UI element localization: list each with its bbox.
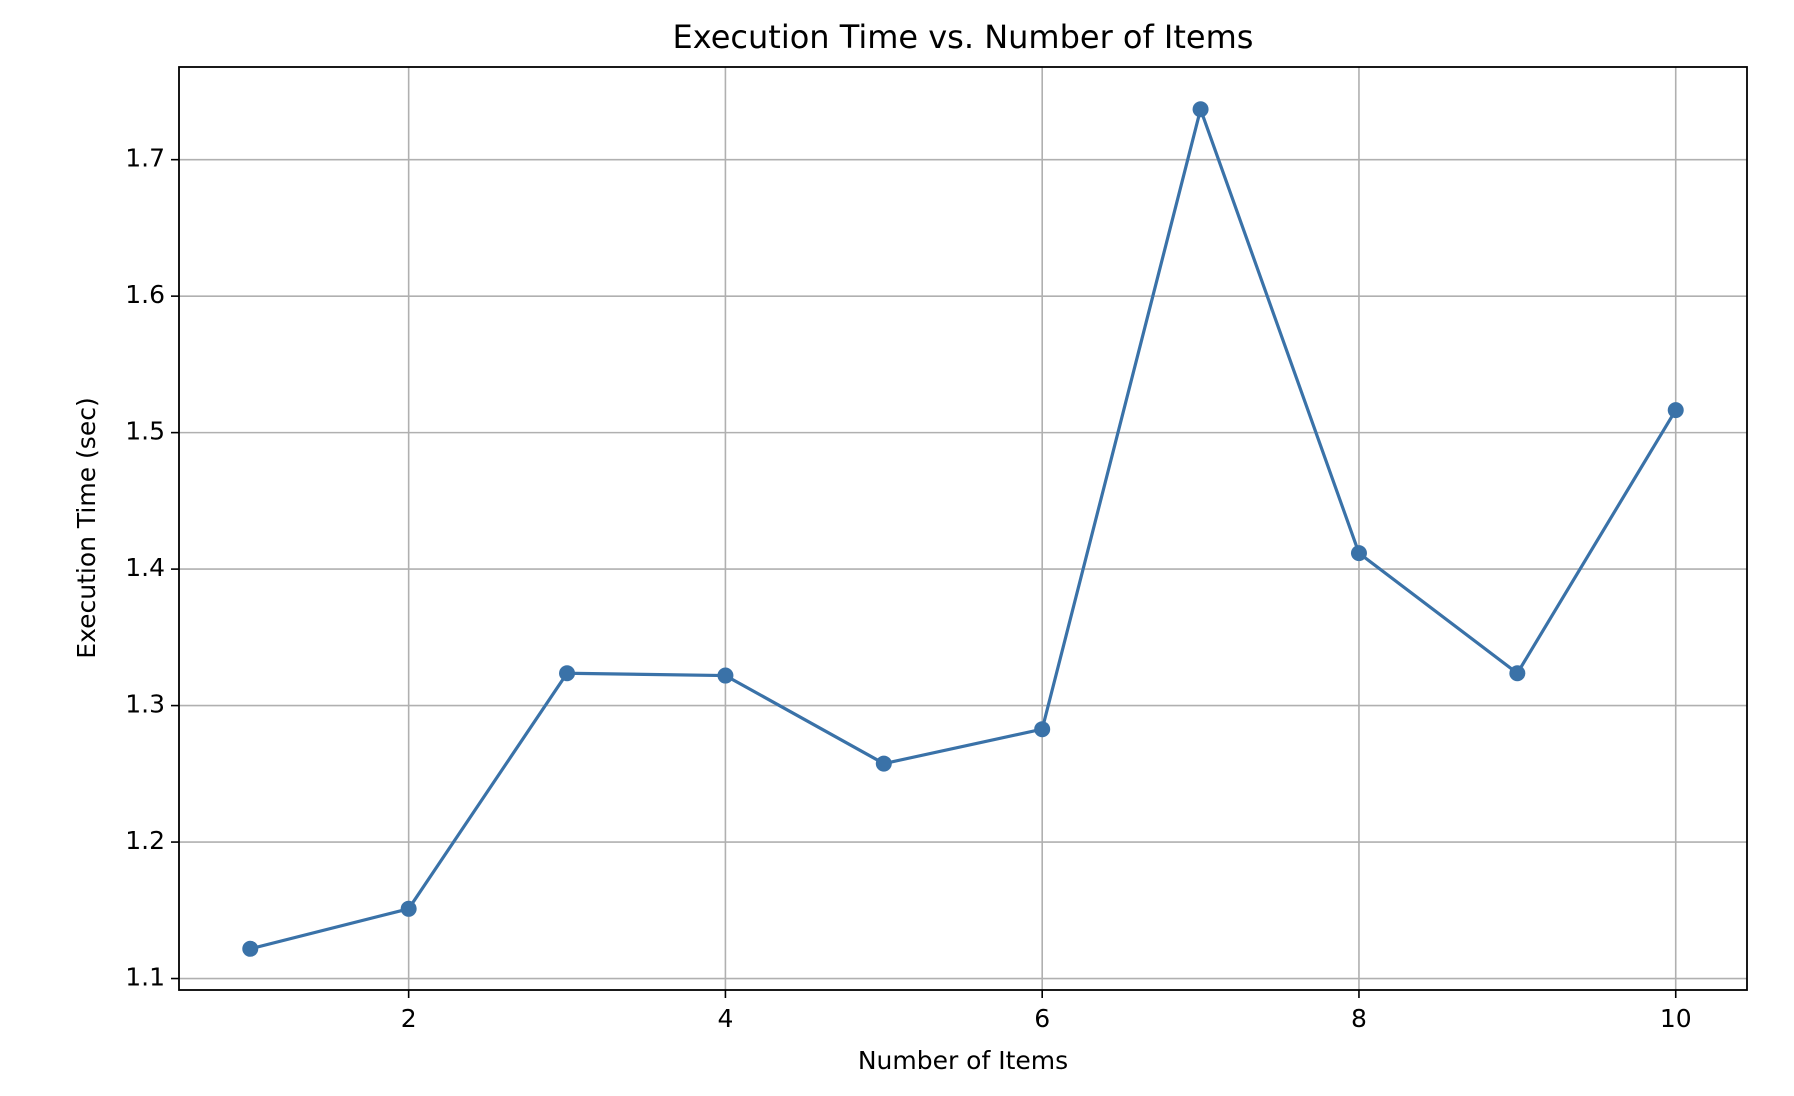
y-axis-label: Execution Time (sec)	[72, 397, 101, 658]
data-point	[559, 665, 576, 682]
y-tick-label: 1.1	[125, 963, 165, 992]
data-point	[1667, 402, 1684, 419]
x-tick-label: 6	[1034, 1004, 1050, 1033]
data-point	[1034, 721, 1051, 738]
y-tick-label: 1.6	[125, 280, 165, 309]
data-point	[717, 667, 734, 684]
data-point	[242, 940, 259, 957]
x-tick-label: 8	[1351, 1004, 1367, 1033]
y-tick-label: 1.7	[125, 144, 165, 173]
data-point	[1509, 665, 1526, 682]
data-point	[1192, 101, 1209, 118]
data-line	[249, 103, 1678, 951]
x-axis-label: Number of Items	[858, 1046, 1068, 1075]
y-tick-label: 1.3	[125, 690, 165, 719]
y-tick-label: 1.5	[125, 417, 165, 446]
x-tick-label: 2	[401, 1004, 417, 1033]
y-tick-label: 1.4	[125, 553, 165, 582]
data-point	[875, 755, 892, 772]
plot-frame	[178, 66, 1748, 991]
x-tick-label: 4	[717, 1004, 733, 1033]
chart-title: Execution Time vs. Number of Items	[673, 18, 1254, 56]
data-point	[400, 900, 417, 917]
x-tick-label: 10	[1660, 1004, 1692, 1033]
data-point	[1350, 545, 1367, 562]
y-tick-label: 1.2	[125, 826, 165, 855]
